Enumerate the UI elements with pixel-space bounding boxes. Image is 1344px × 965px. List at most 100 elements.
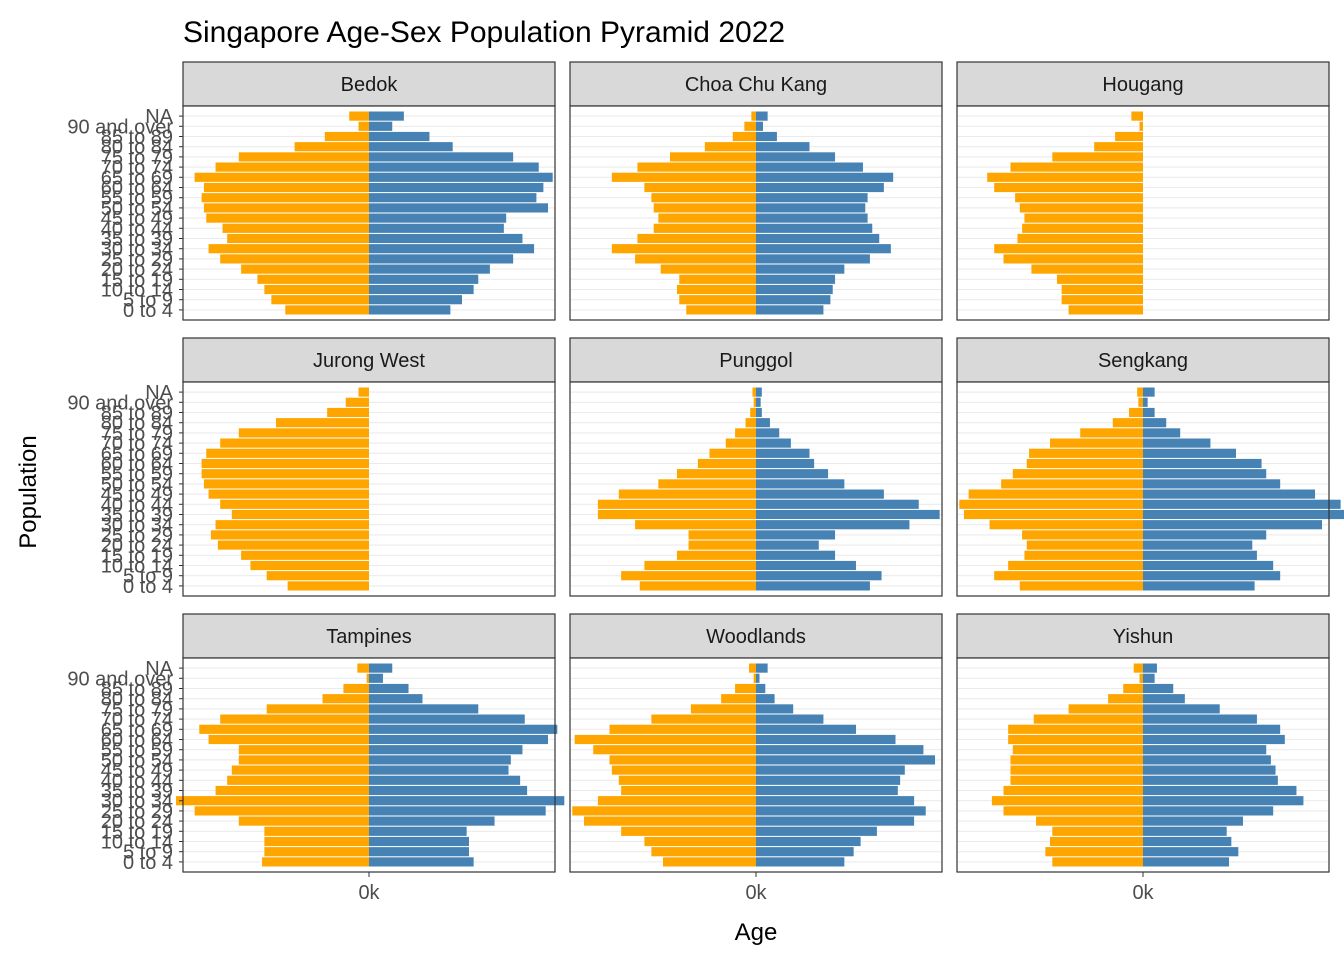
- y-tick-label: 80 to 84: [101, 689, 173, 711]
- bar-male: [1143, 857, 1230, 867]
- facet-strip: [182, 61, 556, 107]
- bar-female: [744, 121, 756, 131]
- bar-male: [756, 172, 894, 182]
- bar-female: [1139, 121, 1143, 131]
- bar-female: [238, 428, 369, 438]
- y-tick-label: 60 to 64: [101, 178, 173, 200]
- bar-male: [1143, 520, 1323, 530]
- bar-male: [756, 785, 898, 796]
- bar-female: [704, 142, 756, 152]
- bar-female: [1010, 765, 1143, 775]
- facet-panel: Woodlands 0k: [569, 613, 943, 904]
- bar-female: [1094, 142, 1143, 152]
- bar-male: [369, 182, 544, 193]
- y-tick-label: 25 to 29: [101, 525, 173, 547]
- bar-female: [231, 765, 369, 775]
- bar-female: [264, 284, 369, 295]
- y-tick-label: 45 to 49: [101, 208, 173, 230]
- bar-male: [1143, 734, 1285, 745]
- bar-female: [676, 469, 756, 479]
- bar-male: [1143, 694, 1185, 704]
- bar-female: [201, 193, 369, 203]
- bar-female: [697, 458, 756, 469]
- bar-male: [756, 826, 877, 836]
- bar-female: [238, 152, 369, 162]
- y-tick-label: 50 to 54: [101, 750, 173, 772]
- bar-female: [686, 305, 756, 315]
- bar-female: [285, 305, 369, 315]
- bar-female: [208, 244, 369, 254]
- bar-male: [369, 816, 495, 826]
- plot-background: [957, 382, 1329, 596]
- y-tick-label: 50 to 54: [101, 198, 173, 220]
- bar-female: [1026, 458, 1143, 469]
- bar-female: [1001, 479, 1143, 489]
- bar-female: [1008, 734, 1143, 745]
- bar-female: [349, 111, 369, 121]
- bar-male: [756, 121, 763, 131]
- bar-male: [756, 847, 854, 857]
- bar-female: [1010, 775, 1143, 785]
- bar-male: [1143, 418, 1167, 428]
- bar-female: [660, 264, 756, 274]
- y-tick-label: 85 to 89: [101, 679, 173, 701]
- facet-title: Yishun: [1113, 626, 1173, 648]
- facet-strip: [956, 337, 1330, 383]
- bar-female: [1019, 581, 1143, 591]
- y-tick-label: 70 to 74: [101, 157, 173, 179]
- plot-background: [957, 106, 1329, 320]
- bar-female: [1019, 203, 1143, 213]
- bar-female: [1052, 826, 1143, 836]
- bar-male: [756, 540, 819, 550]
- bar-male: [756, 694, 775, 704]
- x-axis-title: Age: [735, 919, 778, 946]
- bar-male: [369, 172, 553, 182]
- bar-male: [756, 765, 905, 775]
- panel-border: [956, 105, 1330, 321]
- bar-female: [676, 550, 756, 560]
- bar-male: [756, 550, 836, 560]
- bar-male: [369, 714, 525, 724]
- bar-female: [220, 499, 369, 509]
- bar-male: [369, 724, 558, 734]
- facet-title: Hougang: [1102, 74, 1183, 96]
- y-tick-label: 25 to 29: [101, 801, 173, 823]
- bar-female: [203, 479, 369, 489]
- bar-male: [369, 765, 509, 775]
- bar-female: [574, 734, 756, 745]
- bar-male: [756, 131, 777, 142]
- bar-female: [194, 172, 369, 182]
- bar-female: [987, 172, 1143, 182]
- y-tick-label: 0 to 4: [123, 300, 173, 322]
- bar-female: [1061, 295, 1143, 305]
- y-tick-label: 90 and over: [67, 116, 173, 138]
- bar-male: [369, 152, 514, 162]
- bar-male: [1143, 847, 1239, 857]
- bar-female: [658, 213, 756, 223]
- bar-male: [369, 836, 469, 847]
- bar-female: [250, 560, 369, 571]
- bar-female: [203, 182, 369, 193]
- bar-female: [637, 233, 756, 244]
- bar-male: [1143, 826, 1227, 836]
- bar-male: [1143, 714, 1257, 724]
- y-tick-label: 70 to 74: [101, 709, 173, 731]
- bar-female: [208, 734, 369, 745]
- bar-female: [215, 785, 369, 796]
- bar-male: [1143, 499, 1341, 509]
- y-tick-label: 30 to 34: [101, 515, 173, 537]
- bar-male: [369, 305, 451, 315]
- bar-male: [1143, 704, 1220, 714]
- bar-male: [756, 530, 836, 540]
- y-tick-label: 90 and over: [67, 668, 173, 690]
- bar-male: [756, 673, 760, 683]
- bar-female: [1068, 704, 1143, 714]
- bar-female: [1008, 560, 1143, 571]
- x-tick-label: 0k: [358, 882, 380, 904]
- facet-strip: [569, 337, 943, 383]
- y-tick-label: NA: [145, 106, 173, 128]
- bar-female: [210, 530, 369, 540]
- y-tick-label: 55 to 59: [101, 188, 173, 210]
- bar-female: [1003, 806, 1143, 816]
- y-tick-label: 75 to 79: [101, 699, 173, 721]
